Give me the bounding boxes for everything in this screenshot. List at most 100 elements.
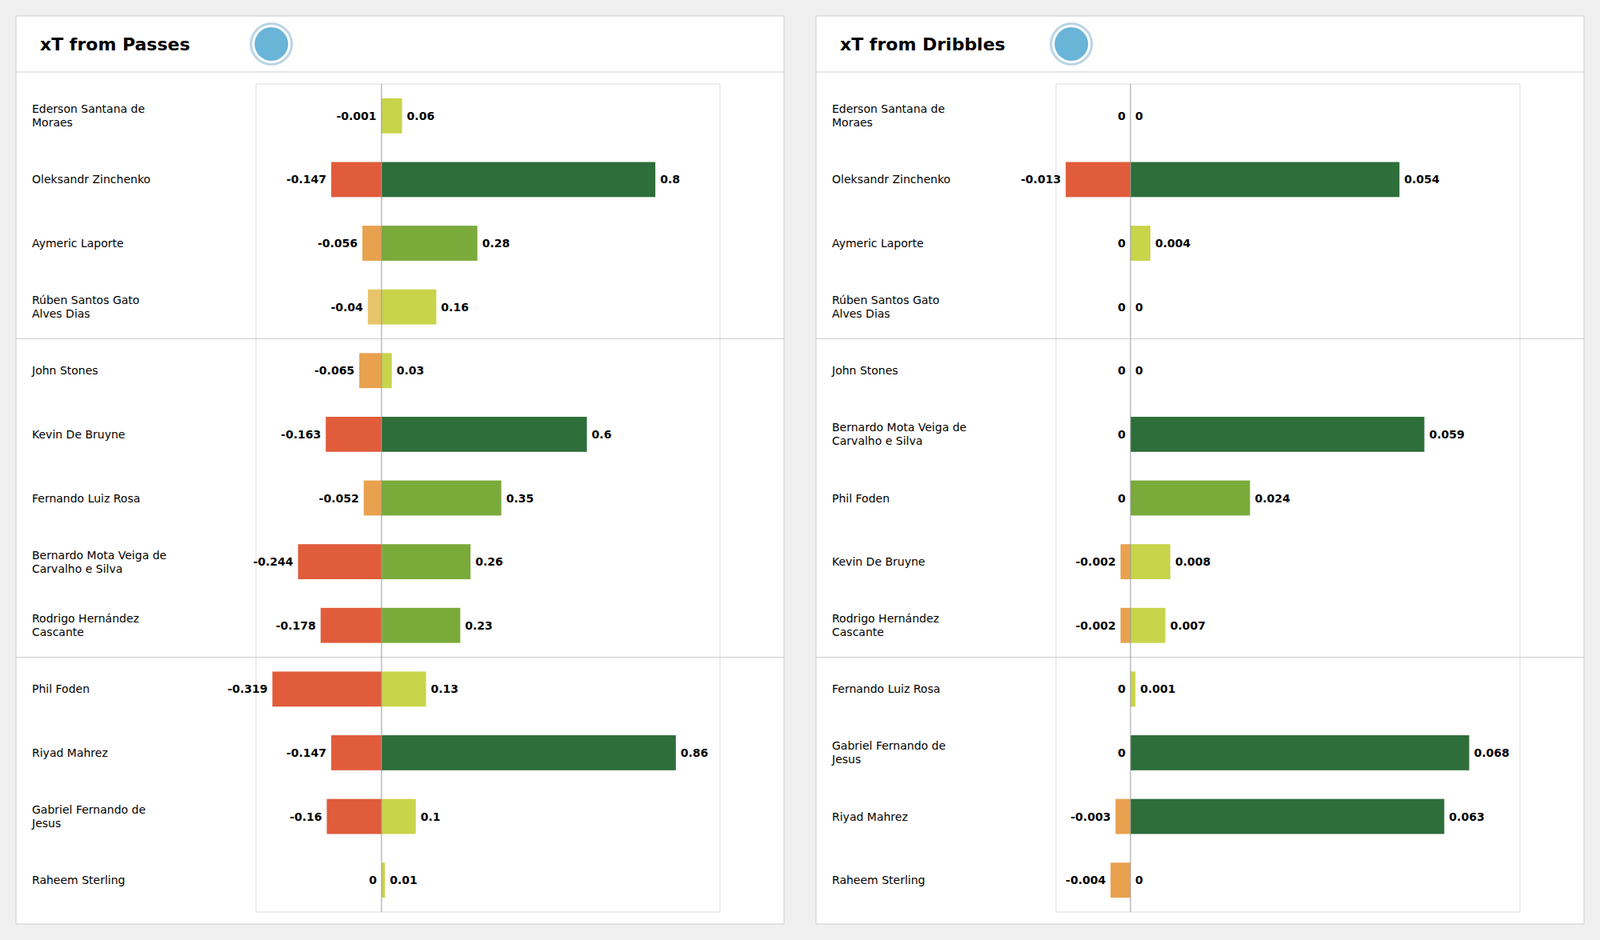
data-label: 0.06: [407, 109, 436, 123]
zero-line: [380, 84, 382, 912]
category-label: Fernando Luiz Rosa: [32, 492, 140, 505]
category-label-line: Kevin De Bruyne: [32, 428, 125, 441]
data-label: -0.004: [1065, 873, 1106, 887]
bar: [381, 671, 427, 707]
data-label: 0: [1135, 300, 1144, 314]
group-divider: [816, 338, 1584, 340]
data-label: 0: [1117, 300, 1126, 314]
category-label: Oleksandr Zinchenko: [832, 172, 951, 186]
chart-title: xT from Dribbles: [840, 34, 1006, 55]
data-label: 0.01: [389, 873, 418, 887]
data-label: -0.002: [1076, 555, 1116, 568]
data-label: 0: [1135, 364, 1144, 377]
data-label: 0.13: [431, 682, 460, 696]
category-label: Phil Foden: [32, 682, 90, 696]
category-label-line: Jesus: [831, 752, 861, 766]
data-label: 0.26: [475, 555, 504, 568]
badge-core: [254, 27, 288, 61]
bar: [381, 98, 403, 134]
category-label-line: Rúben Santos Gato: [32, 293, 140, 307]
group-divider: [816, 656, 1584, 658]
bar: [368, 289, 382, 325]
data-label: -0.163: [280, 428, 321, 441]
bar: [364, 480, 382, 516]
data-label: -0.002: [1076, 619, 1116, 632]
bars: [1065, 162, 1469, 899]
data-label: -0.147: [286, 746, 327, 760]
data-label: 0.28: [482, 236, 511, 250]
bar: [359, 352, 382, 388]
data-label: 0.23: [464, 619, 493, 632]
category-label-line: Jesus: [31, 816, 61, 830]
bar: [331, 162, 382, 198]
category-label: Rúben Santos GatoAlves Dias: [832, 293, 940, 320]
bar: [298, 544, 382, 580]
data-label: -0.178: [276, 619, 316, 632]
data-label: -0.003: [1070, 810, 1111, 824]
bar: [381, 735, 676, 771]
category-label-line: Ederson Santana de: [32, 102, 145, 116]
category-label-line: Gabriel Fernando de: [832, 739, 946, 752]
data-label: 0: [368, 873, 377, 887]
bar: [381, 608, 460, 644]
category-label-line: Aymeric Laporte: [832, 236, 924, 250]
category-label-line: Cascante: [832, 625, 884, 639]
bar: [320, 608, 382, 644]
badge-ring: [1049, 22, 1093, 66]
category-label-line: Cascante: [32, 625, 84, 639]
data-label: 0.024: [1255, 492, 1292, 505]
data-label: 0.007: [1170, 619, 1206, 632]
data-label: 0.35: [506, 492, 535, 505]
category-label: Ederson Santana deMoraes: [32, 102, 145, 129]
category-label-line: Alves Dias: [832, 307, 891, 320]
category-label-line: Alves Dias: [32, 307, 91, 320]
category-label: Aymeric Laporte: [832, 236, 924, 250]
category-label: Raheem Sterling: [32, 873, 125, 887]
bar: [1115, 799, 1131, 835]
category-label-line: Moraes: [32, 116, 73, 129]
category-label-line: Bernardo Mota Veiga de: [832, 420, 967, 434]
panel: xT from PassesEderson Santana deMoraes-0…: [16, 16, 784, 924]
data-label: 0.6: [592, 428, 612, 441]
category-label-line: Riyad Mahrez: [32, 746, 108, 760]
panel: xT from DribblesEderson Santana deMoraes…: [816, 16, 1584, 924]
data-label: 0: [1117, 492, 1126, 505]
category-label-line: Gabriel Fernando de: [32, 803, 146, 816]
zero-line: [1130, 84, 1132, 912]
title-separator: [16, 72, 784, 73]
title-separator: [816, 72, 1584, 73]
category-label: Kevin De Bruyne: [832, 555, 925, 568]
bar: [362, 225, 382, 261]
bar: [1130, 162, 1400, 198]
data-label: 0.063: [1448, 810, 1484, 824]
category-label: Riyad Mahrez: [32, 746, 108, 760]
data-label: 0.008: [1175, 555, 1211, 568]
badge-inner: [1052, 24, 1091, 64]
data-label: -0.04: [330, 300, 364, 314]
category-label: Rúben Santos GatoAlves Dias: [32, 293, 140, 320]
bar: [272, 671, 381, 707]
category-label: Bernardo Mota Veiga deCarvalho e Silva: [832, 420, 967, 448]
bar: [1130, 735, 1469, 771]
category-label: Raheem Sterling: [832, 873, 925, 887]
data-label: 0.8: [660, 172, 680, 186]
category-label: Oleksandr Zinchenko: [32, 172, 151, 186]
data-label: 0.03: [396, 364, 425, 377]
category-label: John Stones: [831, 364, 899, 377]
data-label: 0: [1117, 682, 1126, 696]
category-label-line: Moraes: [832, 116, 873, 129]
category-label-line: Fernando Luiz Rosa: [32, 492, 140, 505]
bar: [381, 162, 656, 198]
data-label: 0.068: [1473, 746, 1509, 760]
data-label: 0.86: [680, 746, 709, 760]
background: [0, 0, 1600, 940]
category-label-line: Kevin De Bruyne: [832, 555, 925, 568]
category-label: Gabriel Fernando deJesus: [31, 803, 146, 830]
badge-ring: [249, 22, 293, 66]
data-label: -0.319: [227, 682, 268, 696]
data-label: 0.001: [1140, 682, 1176, 696]
data-label: 0: [1135, 109, 1144, 123]
bar: [1120, 608, 1131, 644]
category-label-line: Phil Foden: [32, 682, 90, 696]
data-label: 0: [1117, 746, 1126, 760]
